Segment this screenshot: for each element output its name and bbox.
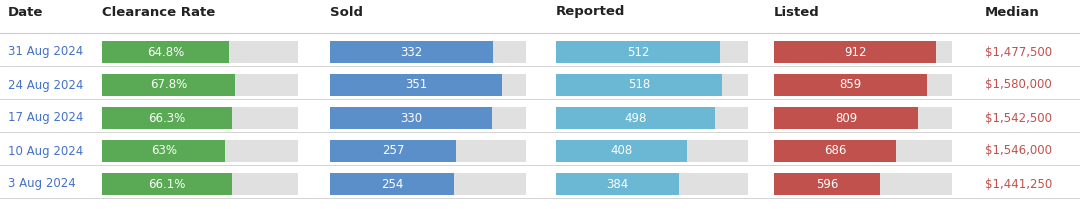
Bar — [102, 41, 229, 63]
Text: $1,546,000: $1,546,000 — [985, 144, 1052, 158]
Text: 67.8%: 67.8% — [150, 79, 187, 92]
Bar — [774, 140, 951, 162]
Bar — [330, 74, 526, 96]
Text: 66.1%: 66.1% — [148, 177, 186, 190]
Bar — [556, 173, 679, 195]
Bar — [102, 173, 298, 195]
Bar — [556, 107, 715, 129]
Text: Listed: Listed — [774, 5, 820, 19]
Bar — [774, 74, 951, 96]
Bar — [102, 74, 298, 96]
Text: Clearance Rate: Clearance Rate — [102, 5, 215, 19]
Text: 686: 686 — [824, 144, 847, 158]
Bar — [330, 173, 455, 195]
Text: 596: 596 — [815, 177, 838, 190]
Text: 31 Aug 2024: 31 Aug 2024 — [8, 46, 83, 59]
Bar — [102, 140, 226, 162]
Text: 17 Aug 2024: 17 Aug 2024 — [8, 111, 83, 125]
Bar — [330, 140, 456, 162]
Bar — [556, 74, 721, 96]
Text: 518: 518 — [627, 79, 650, 92]
Text: 3 Aug 2024: 3 Aug 2024 — [8, 177, 76, 190]
Bar — [556, 173, 748, 195]
Text: 408: 408 — [610, 144, 633, 158]
Bar — [102, 74, 234, 96]
Text: 63%: 63% — [151, 144, 177, 158]
Bar — [102, 173, 231, 195]
Text: 66.3%: 66.3% — [148, 111, 186, 125]
Text: 254: 254 — [381, 177, 404, 190]
Bar — [774, 140, 896, 162]
Bar — [330, 107, 526, 129]
Bar — [330, 74, 502, 96]
Bar — [774, 74, 927, 96]
Bar — [774, 41, 951, 63]
Bar — [556, 41, 720, 63]
Bar — [774, 41, 936, 63]
Text: 330: 330 — [400, 111, 422, 125]
Text: 10 Aug 2024: 10 Aug 2024 — [8, 144, 83, 158]
Text: 859: 859 — [839, 79, 862, 92]
Text: Date: Date — [8, 5, 43, 19]
Text: 24 Aug 2024: 24 Aug 2024 — [8, 79, 83, 92]
Bar — [774, 107, 918, 129]
Bar — [556, 140, 748, 162]
Text: 809: 809 — [835, 111, 858, 125]
Text: 498: 498 — [624, 111, 647, 125]
Text: $1,542,500: $1,542,500 — [985, 111, 1052, 125]
Text: 257: 257 — [381, 144, 404, 158]
Text: 332: 332 — [401, 46, 422, 59]
Bar — [556, 140, 687, 162]
Bar — [556, 41, 748, 63]
Bar — [330, 140, 526, 162]
Bar — [330, 41, 526, 63]
Text: 384: 384 — [606, 177, 629, 190]
Bar — [330, 107, 491, 129]
Bar — [556, 74, 748, 96]
Bar — [774, 173, 880, 195]
Bar — [330, 41, 492, 63]
Text: $1,477,500: $1,477,500 — [985, 46, 1052, 59]
Bar — [102, 41, 298, 63]
Text: $1,441,250: $1,441,250 — [985, 177, 1052, 190]
Text: Sold: Sold — [330, 5, 363, 19]
Text: $1,580,000: $1,580,000 — [985, 79, 1052, 92]
Text: 64.8%: 64.8% — [147, 46, 184, 59]
Text: Median: Median — [985, 5, 1040, 19]
Bar — [102, 107, 232, 129]
Bar — [330, 173, 526, 195]
Bar — [556, 107, 748, 129]
Text: 912: 912 — [843, 46, 866, 59]
Bar — [102, 140, 298, 162]
Bar — [774, 107, 951, 129]
Text: 351: 351 — [405, 79, 427, 92]
Text: 512: 512 — [626, 46, 649, 59]
Bar — [102, 107, 298, 129]
Bar — [774, 173, 951, 195]
Text: Reported: Reported — [556, 5, 625, 19]
